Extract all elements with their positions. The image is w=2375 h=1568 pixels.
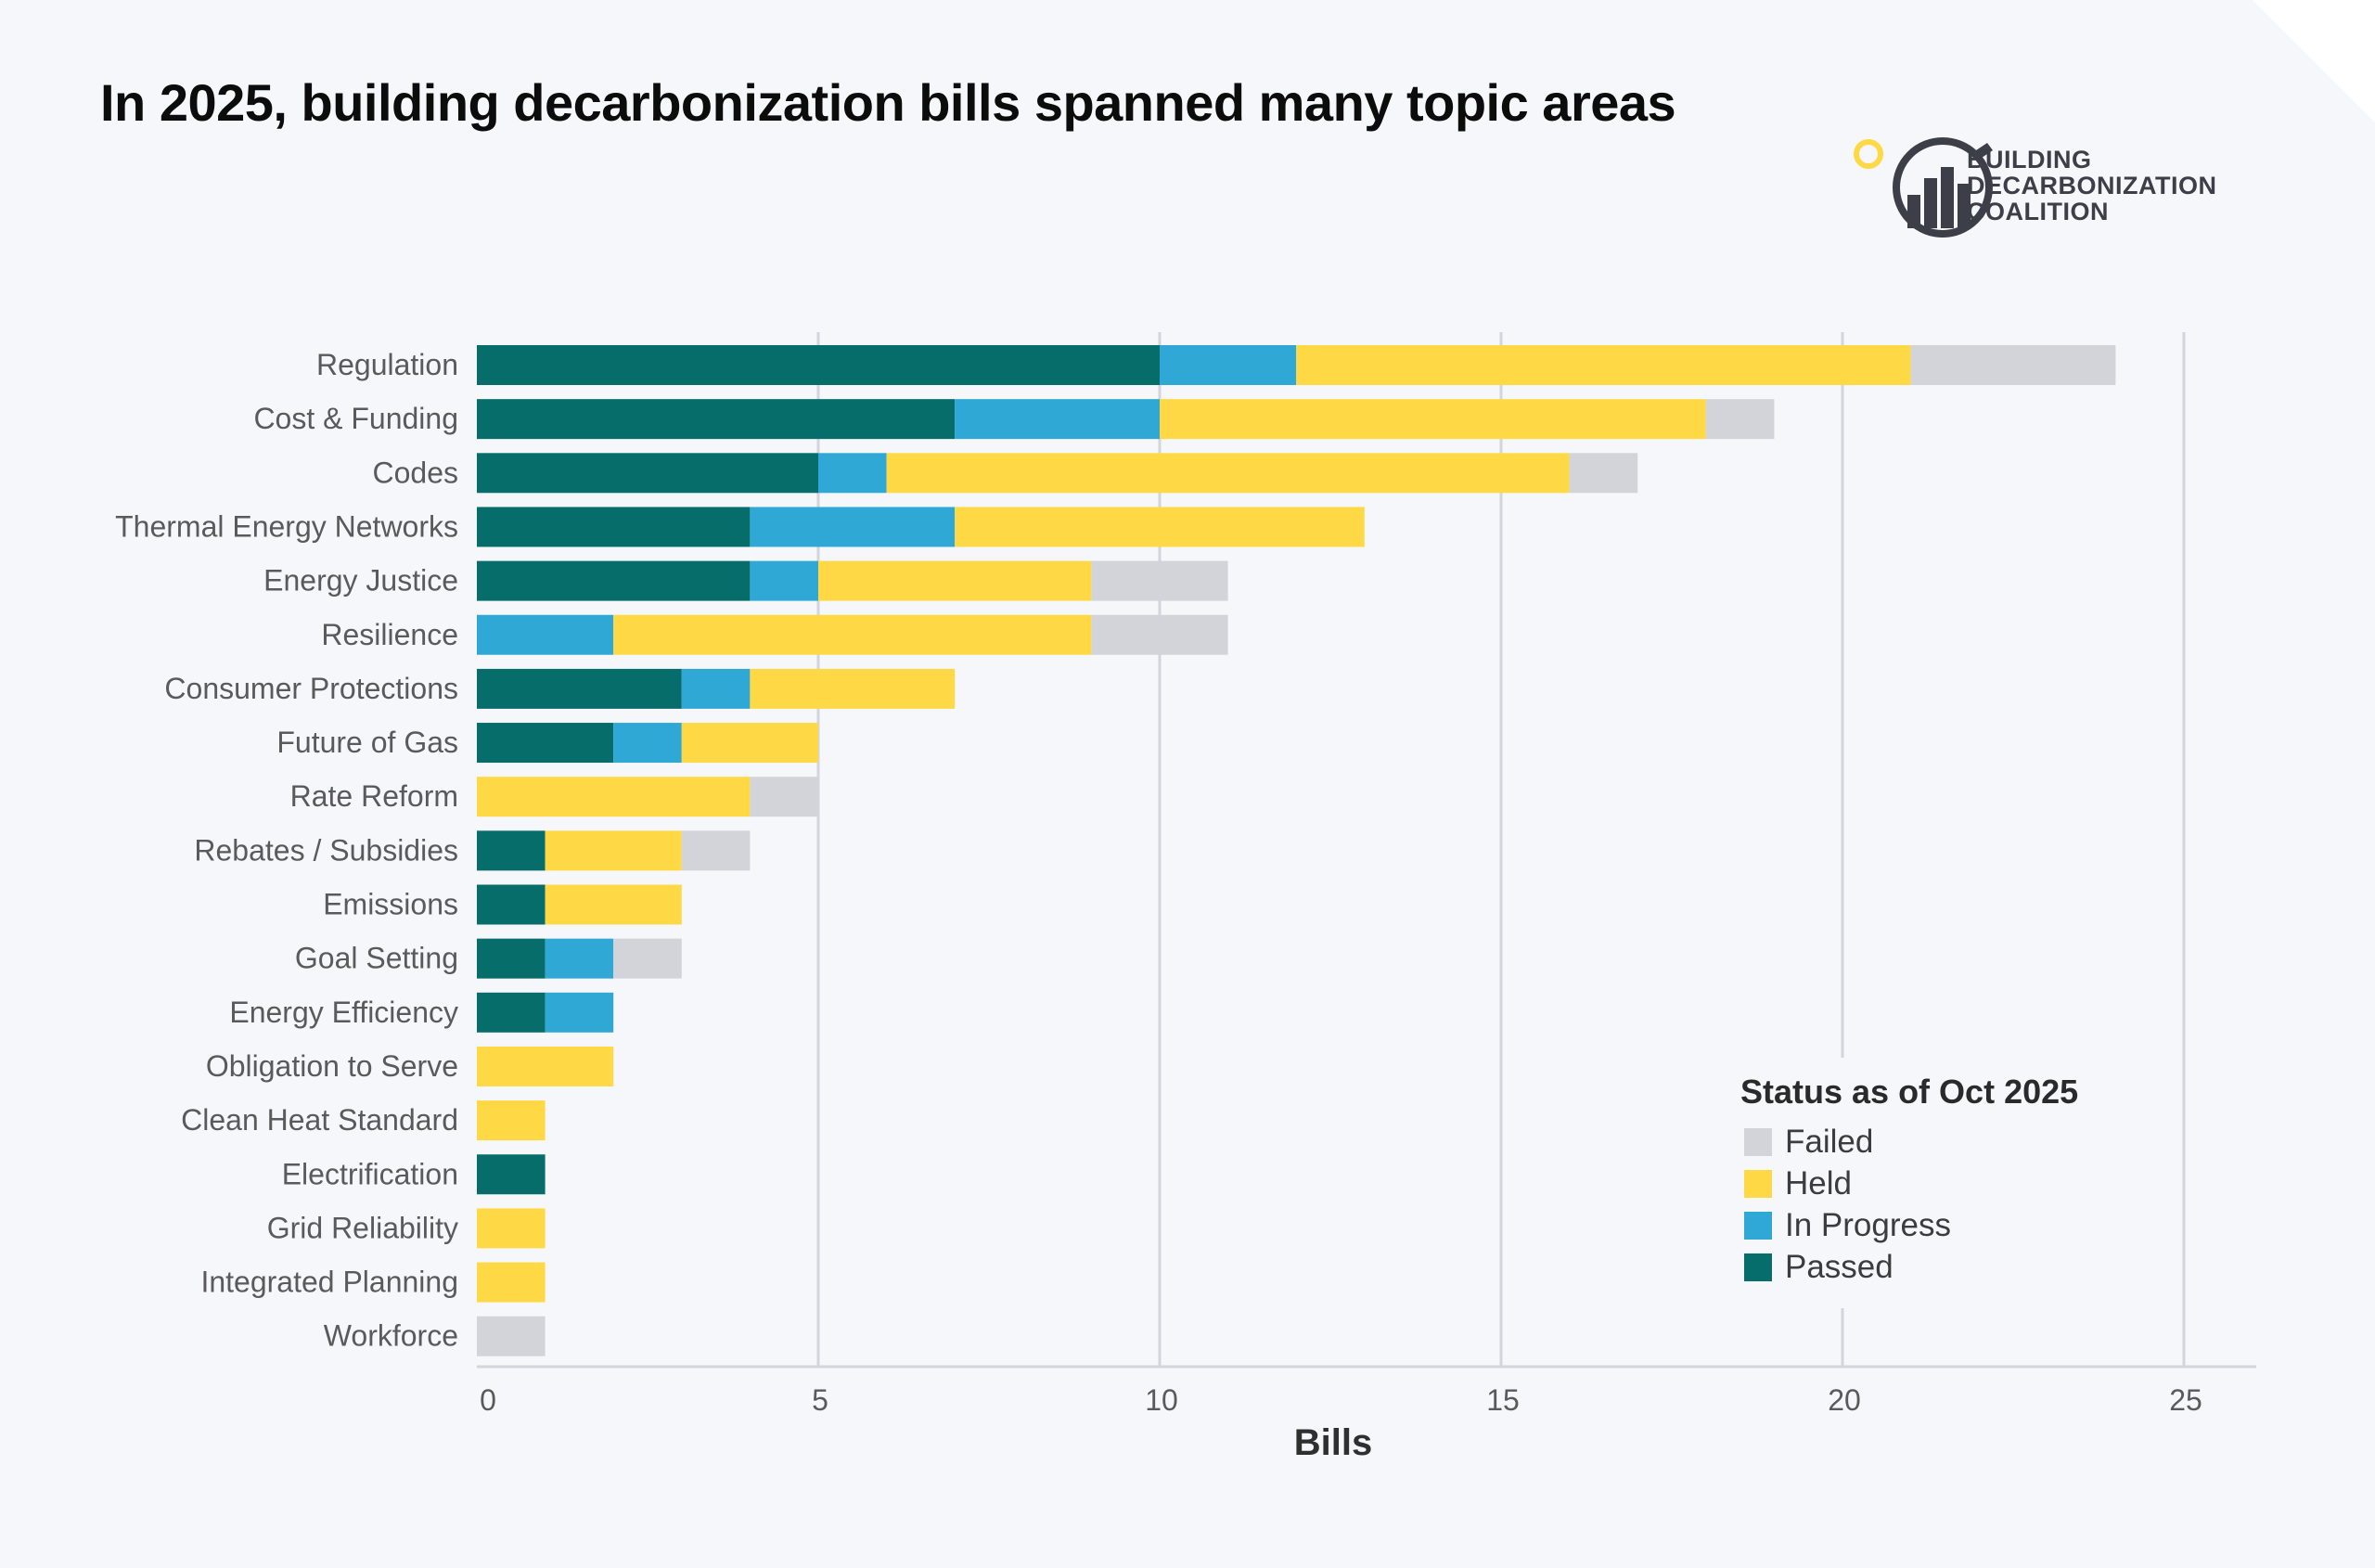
y-tick-label-consumer-protections: Consumer Protections [164,672,458,705]
y-tick-label-obligation-to-serve: Obligation to Serve [206,1049,458,1083]
logo-line-2: DECARBONIZATION [1967,172,2217,199]
y-tick-label-grid-reliability: Grid Reliability [267,1211,458,1244]
bar-energy-justice-in-progress [750,560,818,601]
bar-emissions-held [545,884,682,925]
x-axis-title: Bills [1294,1422,1372,1463]
bar-clean-heat-standard-held [477,1100,546,1141]
legend: Status as of Oct 2025 Failed Held In Pro… [1726,1058,2115,1308]
bar-consumer-protections-in-progress [681,668,751,709]
bar-consumer-protections-passed [477,668,682,709]
bar-obligation-to-serve-held [477,1046,614,1086]
y-tick-label-clean-heat-standard: Clean Heat Standard [181,1103,458,1137]
x-tick-label-25: 25 [2169,1383,2202,1417]
legend-label-failed: Failed [1785,1123,1874,1160]
legend-item-in-progress: In Progress [1744,1204,2115,1246]
bar-rate-reform-failed [750,777,818,817]
bar-future-of-gas-passed [477,723,614,764]
bar-codes-in-progress [818,453,887,494]
legend-swatch-held [1744,1169,1772,1198]
x-tick-label-5: 5 [812,1383,828,1417]
y-tick-label-future-of-gas: Future of Gas [276,726,458,759]
logo-text: BUILDING DECARBONIZATION COALITION [1967,147,2216,225]
x-tick-label-20: 20 [1828,1383,1861,1417]
legend-item-failed: Failed [1744,1121,2115,1163]
bar-regulation-held [1296,345,1911,385]
y-tick-label-electrification: Electrification [282,1157,458,1190]
y-tick-label-cost-funding: Cost & Funding [253,402,458,435]
bar-resilience-in-progress [477,614,614,655]
logo-line-1: BUILDING [1967,146,2092,174]
bar-codes-passed [477,453,818,494]
legend-swatch-passed [1744,1253,1772,1281]
bar-resilience-held [613,614,1092,655]
bar-consumer-protections-held [750,668,956,709]
bar-cost-funding-passed [477,399,956,440]
bar-rate-reform-held [477,777,751,817]
bar-integrated-planning-held [477,1262,546,1303]
bar-rebates-subsidies-held [545,830,682,871]
bar-rebates-subsidies-failed [681,830,751,871]
y-tick-label-rebates-subsidies: Rebates / Subsidies [194,833,458,867]
y-tick-label-resilience: Resilience [321,618,458,651]
y-tick-label-codes: Codes [373,456,459,489]
legend-swatch-failed [1744,1127,1772,1156]
y-tick-label-energy-justice: Energy Justice [263,564,458,598]
y-tick-label-integrated-planning: Integrated Planning [200,1266,458,1299]
legend-item-passed: Passed [1744,1246,2115,1288]
y-tick-label-energy-efficiency: Energy Efficiency [229,996,458,1029]
legend-swatch-in-progress [1744,1211,1772,1240]
x-tick-label-10: 10 [1145,1383,1178,1417]
bar-regulation-failed [1910,345,2116,385]
bar-energy-efficiency-in-progress [545,992,614,1033]
y-tick-label-goal-setting: Goal Setting [295,942,458,975]
y-tick-label-rate-reform: Rate Reform [290,779,458,813]
bar-rebates-subsidies-passed [477,830,546,871]
bar-goal-setting-in-progress [545,938,614,979]
bar-thermal-energy-networks-held [955,507,1365,547]
legend-label-in-progress: In Progress [1785,1206,1951,1243]
bar-thermal-energy-networks-passed [477,507,751,547]
bar-goal-setting-passed [477,938,546,979]
y-tick-label-emissions: Emissions [323,888,458,921]
logo-line-3: COALITION [1967,198,2109,225]
bar-future-of-gas-held [681,723,818,764]
building-decarbonization-logo-icon [1854,137,1993,238]
bar-workforce-failed [477,1316,546,1356]
bar-emissions-passed [477,884,546,925]
bar-energy-efficiency-passed [477,992,546,1033]
bar-regulation-in-progress [1160,345,1297,385]
bar-energy-justice-passed [477,560,751,601]
bar-energy-justice-failed [1091,560,1228,601]
x-tick-label-15: 15 [1486,1383,1520,1417]
bar-resilience-failed [1091,614,1228,655]
legend-item-held: Held [1744,1163,2115,1204]
bar-future-of-gas-in-progress [613,723,682,764]
bar-energy-justice-held [818,560,1092,601]
bar-cost-funding-held [1160,399,1706,440]
y-tick-label-workforce: Workforce [324,1319,458,1353]
chart-title: In 2025, building decarbonization bills … [100,73,1676,132]
x-tick-label-0: 0 [480,1383,496,1417]
bar-electrification-passed [477,1154,546,1195]
bar-thermal-energy-networks-in-progress [750,507,956,547]
bar-regulation-passed [477,345,1160,385]
legend-label-held: Held [1785,1164,1852,1202]
legend-title: Status as of Oct 2025 [1740,1073,2079,1111]
bar-grid-reliability-held [477,1208,546,1249]
bar-codes-failed [1569,453,1638,494]
bar-goal-setting-failed [613,938,682,979]
bar-cost-funding-failed [1705,399,1775,440]
bar-cost-funding-in-progress [955,399,1160,440]
legend-label-passed: Passed [1785,1248,1894,1285]
y-tick-label-thermal-energy-networks: Thermal Energy Networks [115,509,458,543]
bar-codes-held [886,453,1570,494]
y-tick-label-regulation: Regulation [316,348,458,381]
